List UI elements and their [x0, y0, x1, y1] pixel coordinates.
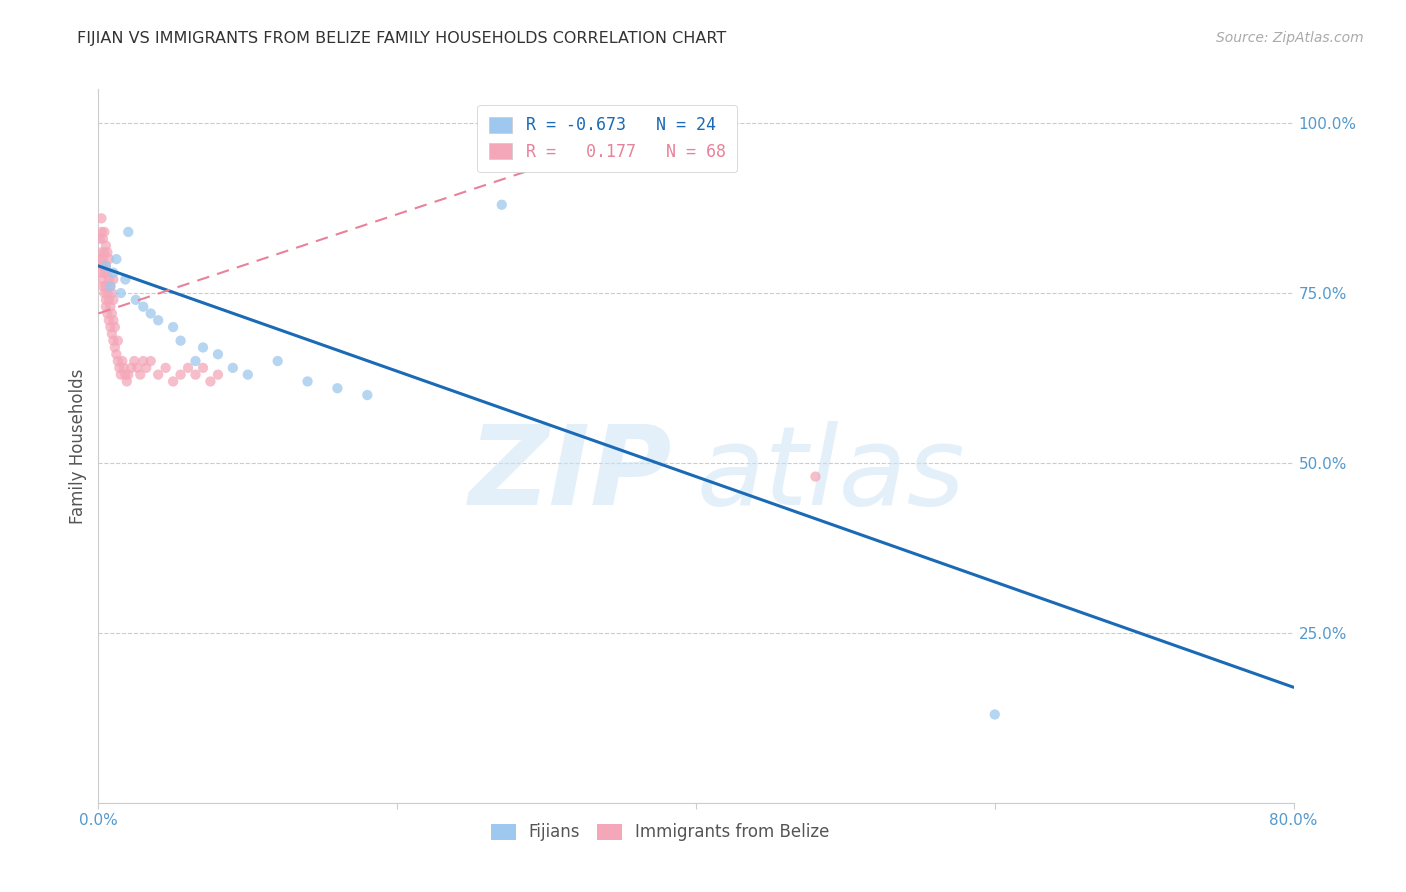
Point [101, 326, 124, 341]
Point [97, 293, 120, 307]
Point [184, 354, 207, 368]
Point [169, 334, 191, 348]
Point [98, 279, 122, 293]
Point [129, 368, 152, 382]
Point [108, 360, 131, 375]
Point [93, 286, 115, 301]
Point [96, 245, 118, 260]
Point [97, 252, 120, 266]
Point [804, 469, 827, 483]
Point [135, 360, 157, 375]
Point [177, 360, 200, 375]
Point [114, 368, 136, 382]
Point [191, 360, 214, 375]
Point [267, 354, 290, 368]
Point [97, 313, 120, 327]
Text: atlas: atlas [696, 421, 965, 528]
Point [184, 368, 207, 382]
Y-axis label: Family Households: Family Households [69, 368, 87, 524]
Point [94, 259, 117, 273]
Point [90, 266, 112, 280]
Point [94, 238, 117, 252]
Point [148, 313, 170, 327]
Point [984, 707, 1007, 722]
Point [110, 286, 132, 301]
Point [98, 320, 122, 334]
Point [90, 245, 112, 260]
Point [103, 272, 125, 286]
Point [155, 360, 177, 375]
Point [222, 360, 245, 375]
Point [139, 354, 162, 368]
Point [117, 225, 139, 239]
Point [103, 334, 125, 348]
Point [139, 306, 162, 320]
Text: Source: ZipAtlas.com: Source: ZipAtlas.com [1216, 31, 1364, 45]
Point [94, 300, 117, 314]
Point [104, 320, 127, 334]
Point [115, 375, 138, 389]
Point [89, 252, 111, 266]
Point [356, 388, 378, 402]
Point [91, 272, 114, 286]
Point [111, 354, 134, 368]
Point [124, 354, 146, 368]
Legend: Fijians, Immigrants from Belize: Fijians, Immigrants from Belize [484, 817, 837, 848]
Point [169, 368, 191, 382]
Point [94, 293, 117, 307]
Point [112, 360, 135, 375]
Point [103, 293, 125, 307]
Point [94, 279, 117, 293]
Point [94, 279, 117, 293]
Point [107, 334, 129, 348]
Point [107, 354, 129, 368]
Text: ZIP: ZIP [468, 421, 672, 528]
Point [101, 306, 124, 320]
Point [98, 300, 122, 314]
Point [93, 225, 115, 239]
Point [91, 279, 114, 293]
Point [96, 266, 118, 280]
Point [127, 360, 149, 375]
Point [94, 259, 117, 273]
Point [105, 252, 128, 266]
Point [120, 360, 142, 375]
Point [207, 368, 229, 382]
Point [90, 225, 112, 239]
Point [97, 272, 120, 286]
Point [114, 272, 136, 286]
Point [132, 300, 155, 314]
Point [93, 266, 115, 280]
Point [91, 259, 114, 273]
Point [236, 368, 259, 382]
Point [200, 375, 222, 389]
Point [91, 232, 114, 246]
Point [103, 313, 125, 327]
Point [105, 347, 128, 361]
Point [162, 375, 184, 389]
Point [297, 375, 319, 389]
Point [125, 293, 148, 307]
Point [491, 198, 513, 212]
Point [110, 368, 132, 382]
Text: FIJIAN VS IMMIGRANTS FROM BELIZE FAMILY HOUSEHOLDS CORRELATION CHART: FIJIAN VS IMMIGRANTS FROM BELIZE FAMILY … [77, 31, 727, 46]
Point [96, 306, 118, 320]
Point [132, 354, 155, 368]
Point [207, 347, 229, 361]
Point [101, 286, 124, 301]
Point [93, 245, 115, 260]
Point [90, 211, 112, 226]
Point [103, 266, 125, 280]
Point [162, 320, 184, 334]
Point [148, 368, 170, 382]
Point [91, 252, 114, 266]
Point [326, 381, 349, 395]
Point [89, 232, 111, 246]
Point [98, 279, 122, 293]
Point [104, 341, 127, 355]
Point [117, 368, 139, 382]
Point [96, 286, 118, 301]
Point [191, 341, 214, 355]
